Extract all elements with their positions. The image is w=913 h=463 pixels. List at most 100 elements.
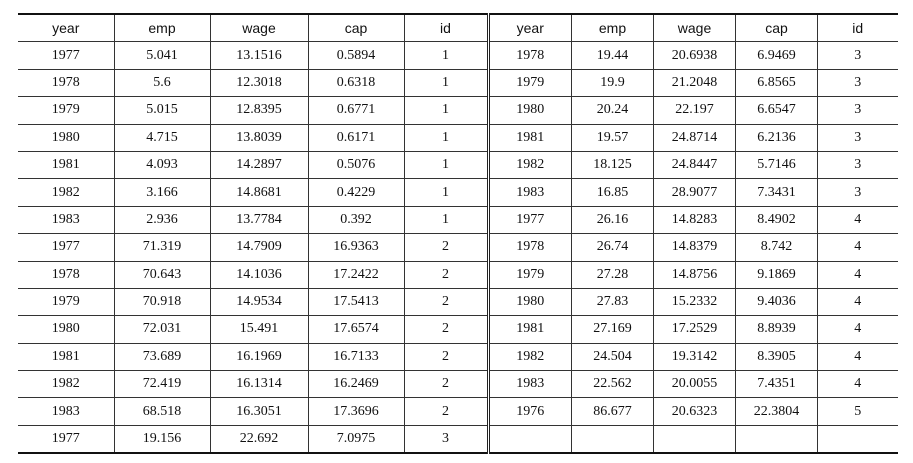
cell-emp: 70.643	[113, 260, 211, 289]
cell-wage: 14.2897	[209, 150, 309, 180]
cell-cap: 0.4229	[307, 178, 405, 207]
table-row: 1982 72.419 16.1314 16.2469 2	[18, 370, 489, 399]
cell-id: 2	[403, 342, 489, 372]
cell-id: 3	[817, 68, 898, 98]
cell-emp: 70.918	[113, 287, 211, 317]
cell-year: 1979	[18, 96, 115, 125]
cell-id: 4	[817, 260, 898, 289]
cell-cap: 17.6574	[307, 315, 405, 344]
cell-wage: 17.2529	[653, 315, 736, 344]
cell-id: 3	[403, 424, 489, 455]
header-id: id	[817, 13, 898, 43]
cell-id: 1	[403, 205, 489, 235]
table-row: 1977 5.041 13.1516 0.5894 1	[18, 41, 489, 70]
table-row: 1982 24.504 19.3142 8.3905 4	[489, 342, 898, 372]
cell-cap: 6.2136	[735, 123, 818, 152]
cell-year: 1982	[489, 342, 572, 372]
cell-emp: 3.166	[113, 178, 211, 207]
cell-id: 3	[817, 178, 898, 207]
cell-year: 1983	[18, 397, 115, 426]
cell-year: 1983	[18, 205, 115, 235]
header-row: year emp wage cap id	[489, 13, 898, 43]
cell-cap: 16.9363	[307, 233, 405, 262]
header-emp: emp	[571, 13, 654, 43]
table-row: 1979 27.28 14.8756 9.1869 4	[489, 260, 898, 289]
cell-emp: 26.16	[571, 205, 654, 235]
cell-year: 1981	[18, 150, 115, 180]
cell-wage: 20.6323	[653, 397, 736, 426]
table-row: 1981 73.689 16.1969 16.7133 2	[18, 342, 489, 372]
cell-year	[489, 424, 572, 455]
header-cap: cap	[307, 13, 405, 43]
cell-wage: 14.8283	[653, 205, 736, 235]
data-table-left: year emp wage cap id 1977 5.041 13.1516 0.5…	[18, 13, 490, 455]
cell-cap: 9.1869	[735, 260, 818, 289]
cell-wage: 13.8039	[209, 123, 309, 152]
cell-id: 5	[817, 397, 898, 426]
cell-year: 1980	[18, 315, 115, 344]
table-row: 1983 16.85 28.9077 7.3431 3	[489, 178, 898, 207]
table-row: 1977 19.156 22.692 7.0975 3	[18, 424, 489, 455]
cell-year: 1982	[489, 150, 572, 180]
cell-id: 3	[817, 41, 898, 70]
table-row: 1983 22.562 20.0055 7.4351 4	[489, 370, 898, 399]
cell-cap: 0.6171	[307, 123, 405, 152]
data-table-right: year emp wage cap id 1978 19.44 20.6938 6.9…	[489, 13, 898, 455]
cell-cap: 0.5076	[307, 150, 405, 180]
cell-wage: 21.2048	[653, 68, 736, 98]
cell-wage: 15.2332	[653, 287, 736, 317]
cell-year: 1978	[489, 41, 572, 70]
table-row: 1977 71.319 14.7909 16.9363 2	[18, 233, 489, 262]
cell-wage: 16.1969	[209, 342, 309, 372]
header-year: year	[18, 13, 115, 43]
cell-emp: 68.518	[113, 397, 211, 426]
cell-wage: 14.8681	[209, 178, 309, 207]
cell-wage: 12.3018	[209, 68, 309, 98]
cell-emp: 22.562	[571, 370, 654, 399]
cell-id: 4	[817, 342, 898, 372]
cell-year: 1981	[489, 123, 572, 152]
cell-wage: 16.3051	[209, 397, 309, 426]
cell-id	[817, 424, 898, 455]
cell-cap: 0.6318	[307, 68, 405, 98]
cell-emp: 27.169	[571, 315, 654, 344]
cell-emp: 18.125	[571, 150, 654, 180]
cell-id: 2	[403, 315, 489, 344]
table-row: 1980 20.24 22.197 6.6547 3	[489, 96, 898, 125]
table-row: 1978 70.643 14.1036 17.2422 2	[18, 260, 489, 289]
cell-wage: 24.8714	[653, 123, 736, 152]
table-row: 1979 19.9 21.2048 6.8565 3	[489, 68, 898, 98]
cell-wage: 14.7909	[209, 233, 309, 262]
cell-year: 1980	[489, 96, 572, 125]
header-wage: wage	[209, 13, 309, 43]
cell-emp: 19.156	[113, 424, 211, 455]
cell-cap: 22.3804	[735, 397, 818, 426]
cell-cap: 5.7146	[735, 150, 818, 180]
cell-wage: 14.8756	[653, 260, 736, 289]
table-row: 1982 3.166 14.8681 0.4229 1	[18, 178, 489, 207]
cell-year: 1978	[489, 233, 572, 262]
cell-emp: 72.031	[113, 315, 211, 344]
cell-cap: 7.3431	[735, 178, 818, 207]
cell-year: 1980	[489, 287, 572, 317]
cell-year: 1979	[489, 260, 572, 289]
cell-cap: 0.5894	[307, 41, 405, 70]
cell-year: 1978	[18, 260, 115, 289]
cell-id: 1	[403, 41, 489, 70]
cell-id: 3	[817, 123, 898, 152]
cell-cap: 16.2469	[307, 370, 405, 399]
cell-id: 1	[403, 123, 489, 152]
panel-data-table: year emp wage cap id 1977 5.041 13.1516 0.5…	[18, 13, 898, 455]
table-row: 1980 4.715 13.8039 0.6171 1	[18, 123, 489, 152]
cell-id: 4	[817, 287, 898, 317]
cell-cap: 6.6547	[735, 96, 818, 125]
cell-wage: 24.8447	[653, 150, 736, 180]
header-wage: wage	[653, 13, 736, 43]
cell-emp: 20.24	[571, 96, 654, 125]
cell-wage: 22.197	[653, 96, 736, 125]
cell-cap: 17.5413	[307, 287, 405, 317]
table-row: 1978 5.6 12.3018 0.6318 1	[18, 68, 489, 98]
cell-wage: 20.6938	[653, 41, 736, 70]
cell-year: 1977	[489, 205, 572, 235]
cell-cap: 7.0975	[307, 424, 405, 455]
